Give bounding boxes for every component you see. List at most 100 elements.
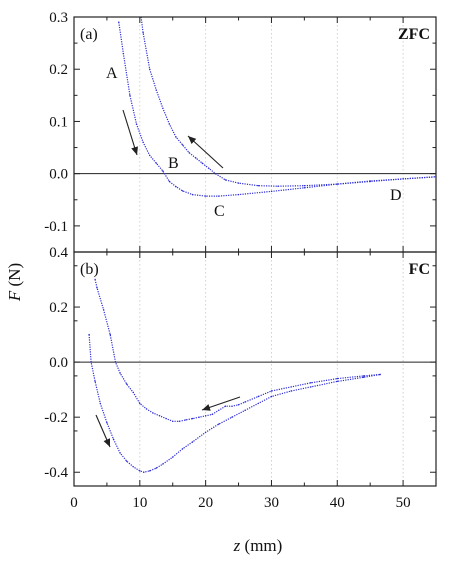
data-point [336,377,338,380]
data-point [211,413,213,416]
data-point [204,431,207,433]
data-point [181,144,184,146]
data-point [204,195,207,197]
x-tick-label: 40 [330,495,345,511]
data-point [191,441,194,443]
data-point [142,141,144,143]
data-point [126,460,128,462]
data-point [152,412,154,414]
data-point [270,395,273,398]
data-point [218,195,220,197]
data-point [231,405,233,407]
data-point [155,467,157,469]
y-tick-label: 0.3 [49,10,68,26]
data-point [135,123,138,125]
panel-label: (a) [80,26,98,43]
data-point [181,448,184,450]
y-tick-label: 0.0 [49,167,68,183]
data-point [143,471,145,473]
data-point [290,390,292,392]
data-point [94,278,96,281]
data-point [139,470,141,472]
data-point [231,416,233,418]
x-tick-label: 30 [264,495,279,511]
x-tick-label: 20 [198,495,213,511]
data-point [109,333,111,336]
data-point [257,402,259,405]
data-point [198,416,200,418]
data-point [149,154,151,157]
data-series-2 [88,334,381,473]
arrow-retract-a-head [188,136,197,144]
annotation-d: D [390,187,402,204]
x-axis-title: z (mm) [233,536,283,555]
data-point [142,32,144,34]
x-tick-label: 10 [132,495,147,511]
data-point [237,182,240,184]
data-point [145,408,148,410]
plot-frame [73,251,437,487]
data-point [96,287,98,289]
data-point [270,390,273,392]
data-point [178,420,180,422]
data-point [402,178,404,180]
data-point [168,123,171,125]
data-point [172,420,174,422]
y-tick-label: -0.1 [44,219,68,235]
x-tick-label: 50 [396,495,411,511]
arrow-approach-a-head [131,146,138,155]
data-point [112,438,115,440]
data-point [237,404,240,406]
data-point [94,380,96,383]
data-point [362,375,365,377]
data-series-1 [94,279,381,422]
data-point [214,173,217,175]
data-point [204,415,207,417]
data-point [102,309,105,311]
y-axis-title-unit: (N) [5,263,24,291]
data-point [270,190,273,193]
data-point [303,185,306,187]
data-point [257,395,259,398]
data-point [122,52,125,55]
data-point [191,417,194,420]
data-point [155,162,157,164]
data-point [90,361,92,363]
y-axis-title-symbol: F [5,290,24,302]
data-point [155,89,157,91]
annotation-a: A [106,65,118,82]
data-point [126,383,128,385]
data-point [379,373,381,376]
data-point [310,382,312,384]
y-tick-label: 0.4 [49,245,68,261]
data-point [244,409,246,411]
data-point [149,68,151,70]
data-point [208,167,210,170]
data-point [162,107,164,110]
data-point [139,402,141,405]
data-point [237,193,240,196]
data-point [185,419,187,421]
arrow-retract-b-head [202,404,211,411]
annotation-c: C [214,203,225,220]
data-series-2 [140,17,436,187]
y-tick-label: 0.2 [49,62,68,78]
data-point [191,193,194,196]
y-tick-label: 0.1 [49,114,68,130]
data-point [188,152,190,154]
data-point [168,180,171,183]
data-point [218,423,220,425]
data-point [175,186,177,188]
annotation-b: B [168,155,179,172]
x-axis-title-symbol: z [233,536,241,555]
data-point [224,179,227,181]
data-point [336,380,338,383]
data-point [162,170,164,172]
y-tick-label: -0.4 [44,465,68,481]
panel-b: 0.4 0.2 0.0 -0.2 -0.40 10 20 30 40 50 (b) FC [44,245,437,511]
data-point [132,466,134,468]
data-point [149,470,151,472]
data-point [129,94,131,97]
data-point [114,361,117,363]
x-axis-title-unit: (mm) [240,536,282,555]
